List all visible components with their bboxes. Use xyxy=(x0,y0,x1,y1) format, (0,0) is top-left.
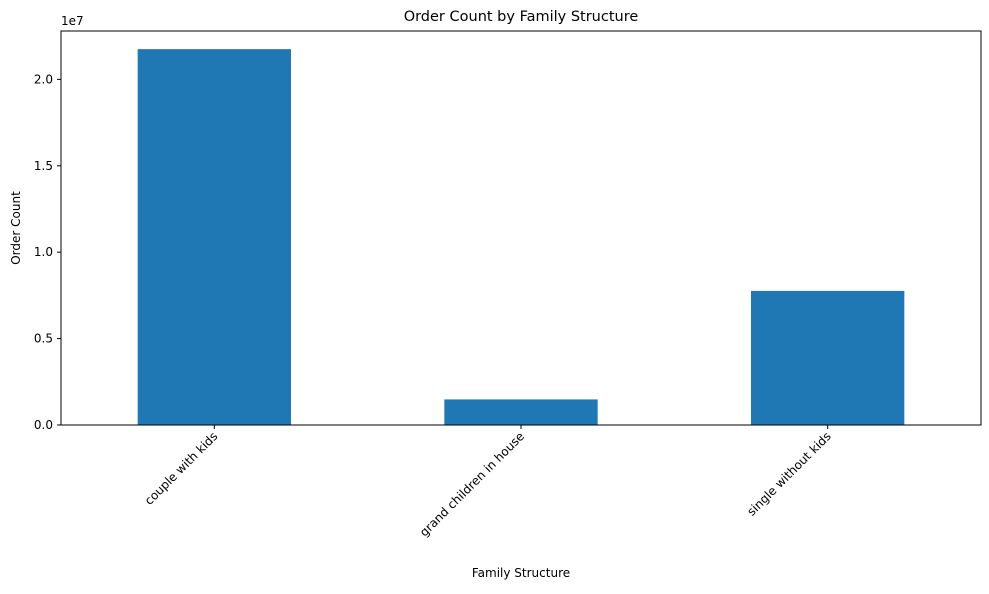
bar xyxy=(444,399,598,425)
x-tick-label: grand children in house xyxy=(417,429,527,539)
plot-area xyxy=(137,49,905,425)
x-tick-label: single without kids xyxy=(744,429,833,518)
y-tick-label: 0.0 xyxy=(34,418,53,432)
chart-title: Order Count by Family Structure xyxy=(404,9,639,25)
y-tick-label: 0.5 xyxy=(34,332,53,346)
y-tick-label: 2.0 xyxy=(34,72,53,86)
x-tick-label: couple with kids xyxy=(142,429,221,508)
y-tick-label: 1.5 xyxy=(34,159,53,173)
y-tick-label: 1.0 xyxy=(34,245,53,259)
x-axis-label: Family Structure xyxy=(472,566,570,580)
bar xyxy=(137,49,291,425)
bar xyxy=(751,290,905,425)
y-axis-label: Order Count xyxy=(9,191,23,265)
y-axis-offset-label: 1e7 xyxy=(61,14,84,28)
